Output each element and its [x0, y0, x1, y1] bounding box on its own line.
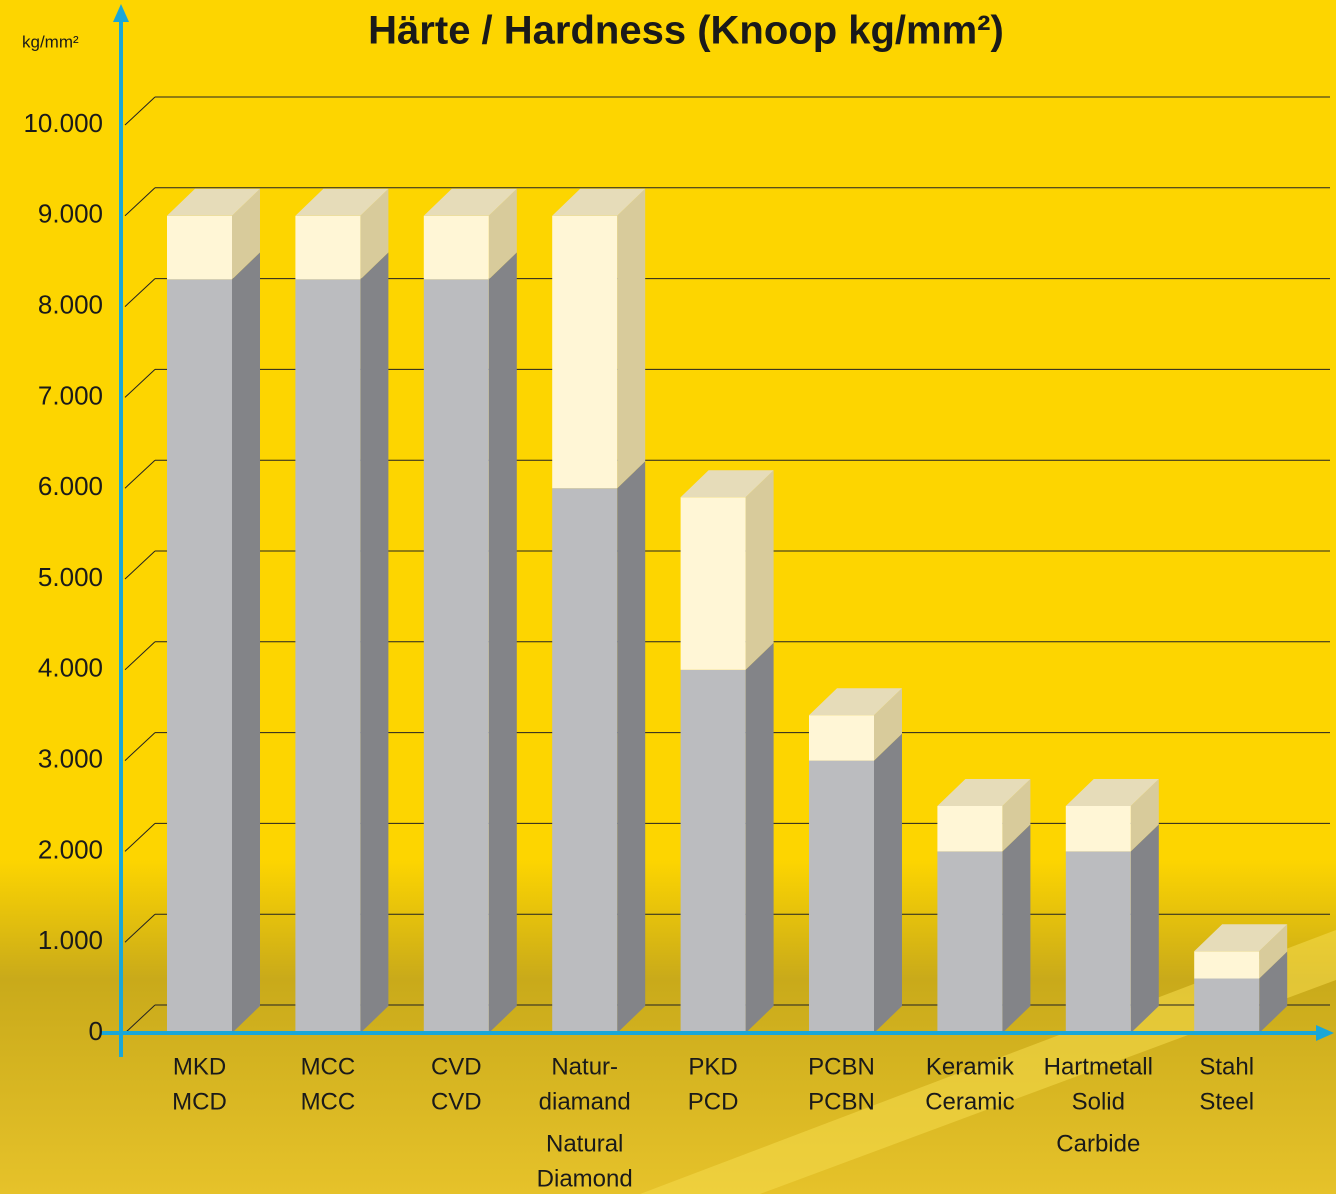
bar [1066, 806, 1131, 851]
x-tick-label: PCD [688, 1088, 739, 1115]
y-tick-label: 7.000 [38, 380, 103, 410]
y-axis-label: kg/mm² [22, 32, 79, 51]
y-tick-label: 3.000 [38, 743, 103, 773]
bar [424, 279, 489, 1033]
x-tick-label: MCC [301, 1088, 356, 1115]
x-tick-label: diamand [539, 1088, 631, 1115]
x-tick-label: PCBN [808, 1053, 875, 1080]
bar-side [360, 252, 388, 1033]
y-tick-label: 1.000 [38, 925, 103, 955]
bar [552, 488, 617, 1033]
x-tick-label: Keramik [926, 1053, 1015, 1080]
bar [167, 279, 232, 1033]
x-tick-label: CVD [431, 1088, 482, 1115]
bar-side [746, 470, 774, 670]
bar-side [232, 252, 260, 1033]
x-tick-label: MKD [173, 1053, 226, 1080]
bar [809, 761, 874, 1033]
x-tick-label: Hartmetall [1044, 1053, 1153, 1080]
x-tick-label: PKD [688, 1053, 737, 1080]
bar [295, 279, 360, 1033]
x-tick-label: Stahl [1199, 1053, 1254, 1080]
x-tick-label: Ceramic [925, 1088, 1014, 1115]
bar [1194, 979, 1259, 1033]
bar-side [874, 734, 902, 1033]
bar [1194, 951, 1259, 978]
page: Härte / Hardness (Knoop kg/mm²) kg/mm² 0… [0, 0, 1336, 1194]
bar [809, 715, 874, 760]
x-tick-label: Steel [1199, 1088, 1254, 1115]
x-tick-label: MCD [172, 1088, 227, 1115]
bar [167, 216, 232, 280]
bar [681, 670, 746, 1033]
y-tick-label: 0 [89, 1016, 103, 1046]
y-tick-label: 4.000 [38, 653, 103, 683]
bar-side [617, 461, 645, 1033]
bar-side [1131, 824, 1159, 1033]
y-tick-label: 8.000 [38, 289, 103, 319]
bar-side [617, 189, 645, 488]
chart: Härte / Hardness (Knoop kg/mm²) kg/mm² 0… [0, 0, 1336, 1194]
x-tick-label: CVD [431, 1053, 482, 1080]
bar-side [489, 252, 517, 1033]
y-tick-label: 5.000 [38, 562, 103, 592]
x-tick-label: Natural [546, 1130, 623, 1157]
bar-side [746, 643, 774, 1033]
y-tick-label: 10.000 [23, 108, 103, 138]
x-tick-label: Carbide [1056, 1130, 1140, 1157]
x-tick-label: Diamond [537, 1165, 633, 1192]
y-tick-label: 6.000 [38, 471, 103, 501]
bar [552, 216, 617, 488]
x-tick-label: Solid [1072, 1088, 1125, 1115]
x-tick-label: MCC [301, 1053, 356, 1080]
chart-title: Härte / Hardness (Knoop kg/mm²) [368, 9, 1004, 53]
x-tick-label: Natur- [551, 1053, 618, 1080]
x-tick-label: PCBN [808, 1088, 875, 1115]
bar-side [1002, 824, 1030, 1033]
y-tick-label: 9.000 [38, 199, 103, 229]
bar [295, 216, 360, 280]
bar [937, 806, 1002, 851]
bar [424, 216, 489, 280]
bar [937, 851, 1002, 1033]
bar [1066, 851, 1131, 1033]
y-tick-label: 2.000 [38, 834, 103, 864]
bar [681, 497, 746, 670]
